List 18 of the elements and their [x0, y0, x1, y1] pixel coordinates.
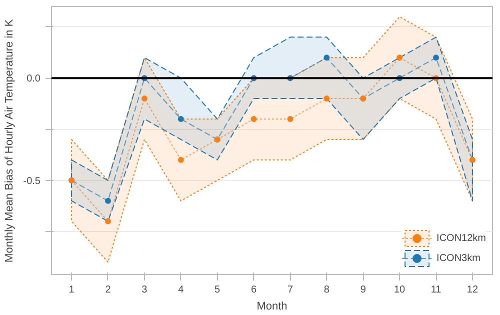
- x-tick-label: 8: [324, 284, 330, 296]
- x-tick-label: 5: [214, 284, 221, 296]
- y-tick-label: -0.5: [23, 176, 41, 187]
- x-tick-label: 4: [178, 284, 184, 296]
- x-tick-label: 11: [430, 284, 442, 296]
- y-tick-label: 0.0: [26, 74, 41, 85]
- x-tick-label: 6: [250, 284, 257, 296]
- x-tick-label: 10: [394, 284, 406, 296]
- y-axis-title: Monthly Mean Bias of Hourly Air Temperature in K: [3, 18, 16, 262]
- legend-label: ICON3km: [436, 252, 480, 264]
- x-tick-label: 3: [142, 284, 148, 296]
- x-tick-label: 1: [68, 284, 75, 296]
- legend-label: ICON12km: [436, 232, 486, 244]
- x-tick-label: 9: [360, 284, 366, 296]
- x-tick-label: 2: [105, 284, 112, 296]
- x-axis-title: Month: [256, 300, 288, 312]
- x-tick-label: 7: [287, 284, 294, 296]
- x-tick-label: 12: [466, 284, 478, 296]
